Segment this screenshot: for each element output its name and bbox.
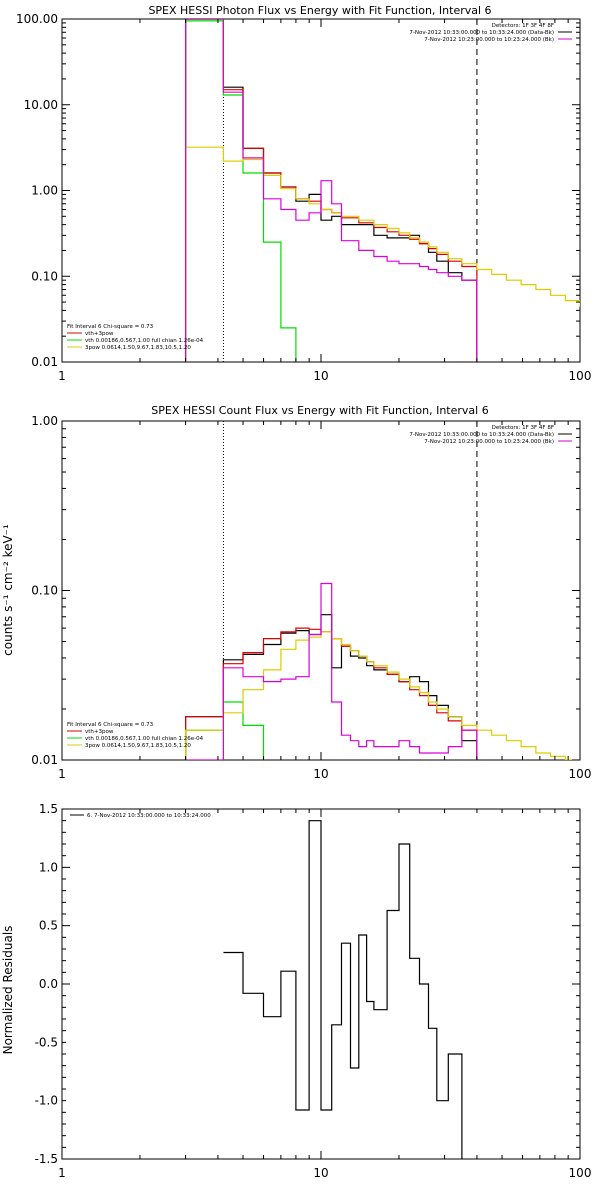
panel-2-axes: 1 10 100 0.01 0.10 1.00: [31, 414, 591, 781]
y-tick-label: -1.0: [35, 1094, 58, 1108]
y-tick-label: 1.00: [31, 184, 58, 198]
legend-entry: 7-Nov-2012 10:33:00.000 to 10:33:24.000 …: [409, 432, 554, 438]
series-6-7-nov-2012-10-33-00-000-to-10-33-24-000: [223, 820, 463, 1159]
legend-entry: vth 0.00186,0.567,1.00 full chian 1.26e-…: [85, 338, 204, 344]
x-tick-label: 100: [569, 767, 592, 781]
legend-entry: 7-Nov-2012 10:23:00.000 to 10:23:24.000 …: [424, 37, 554, 43]
y-tick-label: 0.0: [39, 977, 58, 991]
x-tick-label: 100: [569, 1166, 592, 1180]
residuals-panel: Normalized Residuals 1 10 100 -1.5 -1.0 -0.5 0…: [1, 802, 591, 1180]
legend-entry: Fit Interval 6 Chi-square = 0.73: [67, 324, 154, 330]
series-3pow: [185, 146, 580, 362]
series-bk: [185, 582, 478, 760]
panel-2-ylabel: counts s⁻¹ cm⁻² keV⁻¹: [1, 524, 15, 656]
panel-1-legend: Detectors: 1F 3F 4F 8F7-Nov-2012 10:33:0…: [67, 23, 572, 351]
y-tick-label: -1.5: [35, 1152, 58, 1166]
legend-entry: vth+3pow: [85, 729, 114, 735]
legend-entry: 7-Nov-2012 10:23:00.000 to 10:23:24.000 …: [424, 439, 554, 445]
y-tick-label: 0.10: [31, 584, 58, 598]
legend-entry: 3pow 0.0614,1.50,9.67,1.83,10.5,1.20: [85, 743, 191, 749]
panel-3-series: [223, 820, 463, 1159]
y-tick-label: 1.0: [39, 860, 58, 874]
x-tick-label: 1: [58, 767, 66, 781]
legend-entry: Detectors: 1F 3F 4F 8F: [492, 425, 554, 431]
x-tick-label: 1: [58, 1166, 66, 1180]
y-tick-label: 1.5: [39, 802, 58, 816]
y-tick-label: 0.01: [31, 753, 58, 767]
y-tick-label: 0.10: [31, 269, 58, 283]
photon-flux-panel: SPEX HESSI Photon Flux vs Energy with Fi…: [16, 4, 591, 383]
panel-3-axes: 1 10 100 -1.5 -1.0 -0.5 0.0 0.5 1.0 1.5: [35, 802, 592, 1180]
y-tick-label: 1.00: [31, 414, 58, 428]
legend-entry: vth+3pow: [85, 331, 114, 337]
legend-entry: 3pow 0.0614,1.50,9.67,1.83,10.5,1.20: [85, 345, 191, 351]
legend-entry: Fit Interval 6 Chi-square = 0.73: [67, 722, 154, 728]
legend-entry: 6. 7-Nov-2012 10:33:00.000 to 10:33:24.0…: [87, 813, 211, 819]
x-tick-label: 100: [569, 369, 592, 383]
x-tick-label: 1: [58, 369, 66, 383]
panel-2-legend: Detectors: 1F 3F 4F 8F7-Nov-2012 10:33:0…: [67, 425, 572, 749]
y-tick-label: 0.5: [39, 919, 58, 933]
y-tick-label: -0.5: [35, 1035, 58, 1049]
legend-entry: vth 0.00186,0.567,1.00 full chian 1.26e-…: [85, 736, 204, 742]
panel-2-series: [185, 421, 580, 760]
series-bk: [185, 19, 478, 362]
panel-3-legend: 6. 7-Nov-2012 10:33:00.000 to 10:33:24.0…: [70, 813, 211, 819]
x-tick-label: 10: [313, 1166, 328, 1180]
x-tick-label: 10: [313, 369, 328, 383]
legend-entry: Detectors: 1F 3F 4F 8F: [492, 23, 554, 29]
panel-1-axes: 1 10 100 0.01 0.10 1.00 10.00 100.00: [16, 12, 591, 383]
legend-entry: 7-Nov-2012 10:33:00.000 to 10:33:24.000 …: [409, 30, 554, 36]
y-tick-label: 10.00: [24, 98, 58, 112]
series-data-bk: [185, 614, 478, 760]
y-tick-label: 100.00: [16, 12, 58, 26]
panel-1-series: [185, 19, 580, 362]
panel-1-title: SPEX HESSI Photon Flux vs Energy with Fi…: [148, 4, 491, 17]
x-tick-label: 10: [313, 767, 328, 781]
panel-2-title: SPEX HESSI Count Flux vs Energy with Fit…: [151, 404, 488, 417]
count-flux-panel: SPEX HESSI Count Flux vs Energy with Fit…: [1, 404, 591, 781]
series-vth: [185, 20, 297, 362]
y-tick-label: 0.01: [31, 355, 58, 369]
panel-3-ylabel: Normalized Residuals: [1, 926, 15, 1055]
series-3pow: [185, 631, 580, 760]
